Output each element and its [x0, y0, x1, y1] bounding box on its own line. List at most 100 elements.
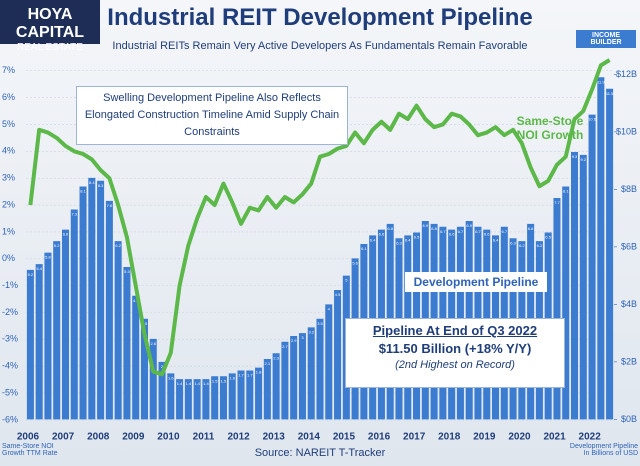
bar-value-label: 6.6 — [484, 232, 490, 237]
bar-value-label: 5.2 — [28, 272, 34, 277]
bar — [237, 370, 245, 420]
bar-value-label: 6.2 — [54, 243, 60, 248]
bar-value-label: 6.7 — [502, 229, 508, 234]
bar-value-label: 6.7 — [440, 229, 446, 234]
bar-value-label: 3.5 — [317, 321, 323, 326]
y-tick-label: -1% — [2, 280, 18, 290]
bar — [255, 367, 263, 420]
x-tick-label: 2008 — [87, 432, 110, 443]
bar-value-label: 5.8 — [45, 255, 51, 260]
y-tick-label: -3% — [2, 334, 18, 344]
bar — [246, 370, 254, 420]
bar-value-label: 1.4 — [177, 381, 183, 386]
y-tick-label: 3% — [2, 173, 15, 183]
bar-value-label: 6.2 — [519, 243, 525, 248]
logo-right: INCOME BUILDER — [576, 30, 636, 48]
callout-title: Pipeline At End of Q3 2022 — [372, 323, 538, 338]
bar-value-label: 6.8 — [528, 226, 534, 231]
bar — [588, 114, 596, 420]
bar-value-label: 8.1 — [563, 189, 569, 194]
chart-title: Industrial REIT Development Pipeline — [107, 4, 533, 31]
x-tick-label: 2009 — [122, 432, 145, 443]
bar — [219, 376, 227, 420]
bar — [35, 264, 43, 420]
bar — [553, 198, 561, 420]
chart-subtitle: Industrial REITs Remain Very Active Deve… — [112, 40, 528, 52]
y-tick-label: -2% — [2, 307, 18, 317]
y2-tick-label: $8B — [621, 184, 637, 194]
bar — [562, 186, 570, 420]
bar — [307, 327, 315, 420]
bar-value-label: 6.6 — [63, 232, 69, 237]
bar — [298, 333, 306, 420]
y-tick-label: 2% — [2, 199, 15, 209]
bar-value-label: 4.5 — [335, 292, 341, 297]
bar-value-label: 1.4 — [203, 381, 209, 386]
bar-value-label: 2.3 — [273, 355, 279, 360]
bar-value-label: 6.3 — [396, 240, 402, 245]
bar-value-label: 1.6 — [168, 375, 174, 380]
bar-value-label: 6.5 — [545, 235, 551, 240]
y2-tick-label: $4B — [621, 299, 637, 309]
bar — [114, 241, 122, 420]
bar-value-label: 6.9 — [466, 223, 472, 228]
bar-value-label: 6.7 — [458, 229, 464, 234]
bar — [325, 304, 333, 420]
x-tick-label: 2017 — [403, 432, 426, 443]
x-tick-label: 2012 — [228, 432, 251, 443]
bar — [193, 379, 201, 420]
bar-value-label: 8.1 — [80, 189, 86, 194]
bar-value-label: 4.3 — [133, 298, 139, 303]
bar — [202, 379, 210, 420]
y2-tick-label: $0B — [621, 414, 637, 424]
bar — [272, 353, 280, 420]
bar-value-label: 8.4 — [89, 180, 95, 185]
bar — [176, 379, 184, 420]
bar-value-label: 5.4 — [36, 266, 42, 271]
line-label: Same-Store NOI Growth — [516, 114, 584, 142]
bar — [281, 341, 289, 420]
bar-value-label: 1.7 — [238, 373, 244, 378]
annotation: Swelling Development Pipeline Also Refle… — [76, 86, 348, 145]
bar — [158, 361, 166, 420]
bar-value-label: 6.5 — [414, 235, 420, 240]
x-tick-label: 2018 — [438, 432, 461, 443]
bar — [334, 290, 342, 420]
x-tick-label: 2016 — [368, 432, 391, 443]
bar-value-label: 6.6 — [379, 232, 385, 237]
line — [28, 58, 611, 377]
x-tick-label: 2006 — [17, 432, 40, 443]
bar-value-label: 9.2 — [581, 157, 587, 162]
bar-value-label: 3 — [301, 335, 304, 340]
bar — [70, 209, 78, 420]
callout: Pipeline At End of Q3 2022 $11.50 Billio… — [345, 318, 565, 388]
y-tick-label: -4% — [2, 361, 18, 371]
y-tick-label: -5% — [2, 387, 18, 397]
bar — [26, 269, 34, 420]
bar-value-label: 6.2 — [115, 243, 121, 248]
y2-tick-label: $10B — [616, 126, 637, 136]
bar-value-label: 5.3 — [124, 269, 130, 274]
bar-value-label: 11.5 — [606, 91, 614, 96]
bar-value-label: 1.5 — [212, 378, 218, 383]
bar-value-label: 2 — [161, 364, 164, 369]
y-tick-label: 4% — [2, 146, 15, 156]
bar-label: Development Pipeline — [405, 272, 547, 292]
bar — [570, 152, 579, 420]
bar — [97, 180, 105, 420]
y-tick-label: 6% — [2, 92, 15, 102]
x-tick-label: 2019 — [473, 432, 496, 443]
bar-value-label: 1.4 — [194, 381, 200, 386]
bar — [228, 373, 236, 420]
bar — [149, 338, 157, 420]
bar — [263, 359, 271, 420]
bar — [61, 229, 70, 420]
y2-tick-label: $12B — [616, 69, 637, 79]
bar-value-label: 6.4 — [405, 237, 411, 242]
bar — [211, 376, 219, 420]
x-tick-label: 2014 — [298, 432, 321, 443]
y2-tick-label: $2B — [621, 356, 637, 366]
x-tick-label: 2007 — [52, 432, 75, 443]
bar — [53, 241, 61, 420]
